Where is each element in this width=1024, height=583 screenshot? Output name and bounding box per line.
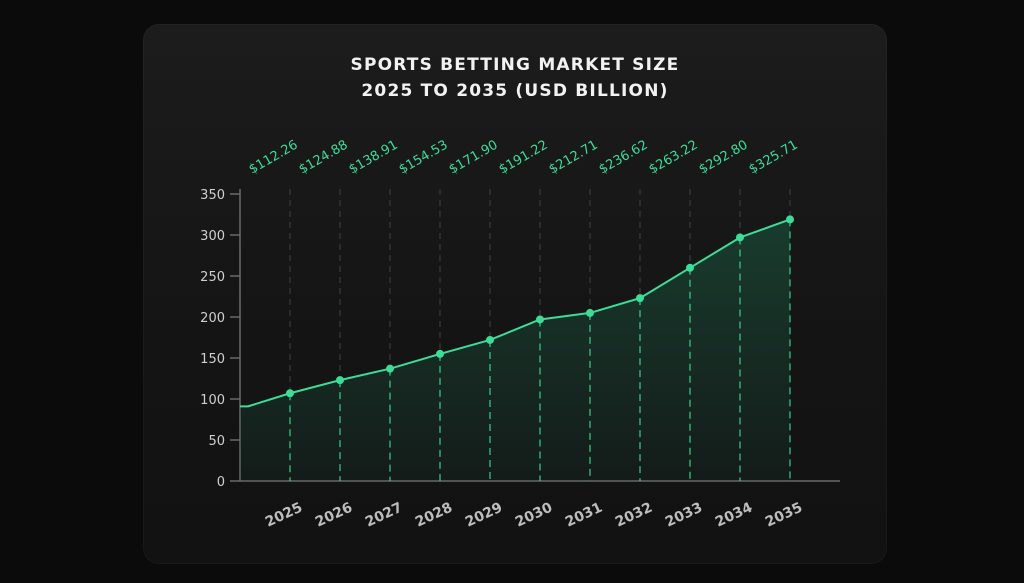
data-value-label: $124.88 [297,138,351,178]
data-point [636,294,644,303]
data-value-label: $112.26 [247,138,301,178]
data-value-label: $325.71 [747,138,801,178]
data-point [586,308,594,317]
y-tick-label: 0 [217,475,225,490]
x-tick-label: 2026 [313,500,355,531]
x-tick-label: 2028 [413,500,455,531]
data-point [686,263,694,272]
data-value-label: $138.91 [347,138,401,178]
x-tick-label: 2031 [563,500,605,531]
data-point [286,389,294,398]
x-tick-label: 2030 [513,500,555,531]
y-tick-label: 300 [200,229,225,244]
chart-svg: 0 50 100 150 200 250 300 350 $112.26$124.88$138.… [200,138,840,531]
y-tick-label: 150 [200,352,225,367]
x-tick-label: 2032 [613,500,655,531]
y-tick-label: 350 [200,188,225,203]
data-point [336,376,344,385]
data-value-label: $292.80 [697,138,751,178]
data-value-label: $154.53 [397,138,451,178]
y-tick-label: 50 [208,434,225,449]
data-point [386,364,394,373]
x-tick-label: 2029 [463,500,505,531]
data-point [436,349,444,358]
area-fill [240,219,790,482]
x-tick-label: 2027 [363,500,405,531]
x-tick-label: 2033 [663,500,705,531]
y-tick-label: 100 [200,393,225,408]
data-point [486,335,494,344]
data-point [536,315,544,324]
data-value-label: $171.90 [447,138,501,178]
y-tick-label: 250 [200,270,225,285]
data-value-label: $212.71 [547,138,601,178]
y-tick-label: 200 [200,311,225,326]
data-point [736,233,744,242]
data-point [786,215,794,224]
data-value-label: $263.22 [647,138,701,178]
x-tick-label: 2025 [263,500,305,531]
chart-title-line-2: 2025 TO 2035 (USD BILLION) [361,81,669,101]
chart-card: SPORTS BETTING MARKET SIZE 2025 TO 2035 … [143,24,887,564]
x-tick-label: 2034 [713,500,755,531]
x-tick-label: 2035 [763,500,805,531]
data-value-label: $236.62 [597,138,651,178]
chart-title-line-1: SPORTS BETTING MARKET SIZE [350,55,680,75]
data-value-label: $191.22 [497,138,551,178]
